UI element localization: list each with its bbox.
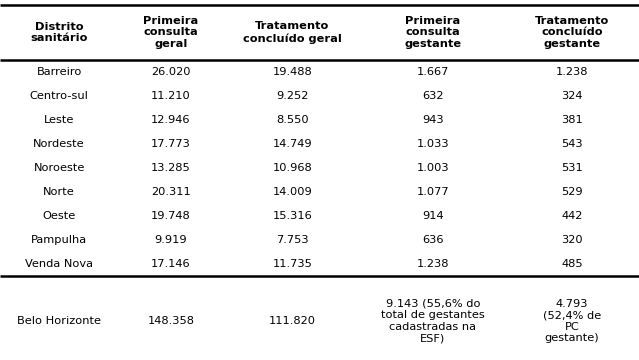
Text: 11.735: 11.735: [272, 259, 312, 269]
Text: 148.358: 148.358: [148, 316, 194, 326]
Text: Belo Horizonte: Belo Horizonte: [17, 316, 101, 326]
Text: Primeira
consulta
geral: Primeira consulta geral: [143, 16, 199, 49]
Text: 1.003: 1.003: [417, 163, 449, 173]
Text: 15.316: 15.316: [272, 211, 312, 221]
Text: 9.919: 9.919: [155, 235, 187, 245]
Text: Distrito
sanitário: Distrito sanitário: [31, 22, 88, 43]
Text: 1.238: 1.238: [417, 259, 449, 269]
Text: 14.749: 14.749: [272, 139, 312, 149]
Text: 531: 531: [561, 163, 583, 173]
Text: Venda Nova: Venda Nova: [25, 259, 93, 269]
Text: Primeira
consulta
gestante: Primeira consulta gestante: [404, 16, 461, 49]
Text: Oeste: Oeste: [42, 211, 76, 221]
Text: 320: 320: [561, 235, 583, 245]
Text: 4.793
(52,4% de
PC
gestante): 4.793 (52,4% de PC gestante): [543, 298, 601, 343]
Text: 111.820: 111.820: [269, 316, 316, 326]
Text: 9.252: 9.252: [276, 91, 309, 101]
Text: 485: 485: [561, 259, 583, 269]
Text: 632: 632: [422, 91, 443, 101]
Text: 442: 442: [561, 211, 583, 221]
Text: Tratamento
concluído
gestante: Tratamento concluído gestante: [535, 16, 609, 49]
Text: 19.488: 19.488: [272, 67, 312, 77]
Text: Tratamento
concluído geral: Tratamento concluído geral: [243, 21, 342, 44]
Text: 26.020: 26.020: [151, 67, 190, 77]
Text: 1.077: 1.077: [417, 187, 449, 197]
Text: Barreiro: Barreiro: [36, 67, 82, 77]
Text: 14.009: 14.009: [272, 187, 312, 197]
Text: 8.550: 8.550: [276, 115, 309, 125]
Text: 19.748: 19.748: [151, 211, 191, 221]
Text: 381: 381: [561, 115, 583, 125]
Text: 636: 636: [422, 235, 443, 245]
Text: 543: 543: [561, 139, 583, 149]
Text: 9.143 (55,6% do
total de gestantes
cadastradas na
ESF): 9.143 (55,6% do total de gestantes cadas…: [381, 298, 485, 343]
Text: Norte: Norte: [43, 187, 75, 197]
Text: 1.238: 1.238: [556, 67, 588, 77]
Text: 10.968: 10.968: [272, 163, 312, 173]
Text: Centro-sul: Centro-sul: [29, 91, 89, 101]
Text: 7.753: 7.753: [276, 235, 309, 245]
Text: 943: 943: [422, 115, 443, 125]
Text: 1.667: 1.667: [417, 67, 449, 77]
Text: 1.033: 1.033: [417, 139, 449, 149]
Text: 17.146: 17.146: [151, 259, 191, 269]
Text: 17.773: 17.773: [151, 139, 191, 149]
Text: 324: 324: [561, 91, 583, 101]
Text: 12.946: 12.946: [151, 115, 190, 125]
Text: 11.210: 11.210: [151, 91, 191, 101]
Text: Leste: Leste: [44, 115, 74, 125]
Text: Pampulha: Pampulha: [31, 235, 87, 245]
Text: 529: 529: [561, 187, 583, 197]
Text: Noroeste: Noroeste: [33, 163, 85, 173]
Text: 20.311: 20.311: [151, 187, 191, 197]
Text: Nordeste: Nordeste: [33, 139, 85, 149]
Text: 914: 914: [422, 211, 443, 221]
Text: 13.285: 13.285: [151, 163, 191, 173]
